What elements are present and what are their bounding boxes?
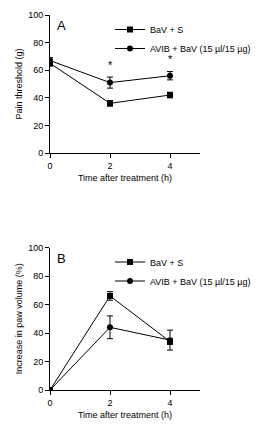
svg-text:Time after treatment (h): Time after treatment (h)	[78, 410, 172, 420]
svg-text:0: 0	[47, 161, 52, 171]
svg-text:A: A	[57, 18, 66, 33]
svg-text:40: 40	[33, 328, 43, 338]
svg-text:*: *	[168, 53, 173, 65]
svg-text:B: B	[57, 251, 66, 266]
svg-text:BaV + S: BaV + S	[150, 25, 183, 35]
svg-text:Pain threshold (g): Pain threshold (g)	[14, 48, 24, 119]
svg-text:20: 20	[33, 357, 43, 367]
svg-text:2: 2	[107, 398, 112, 408]
svg-text:40: 40	[33, 93, 43, 103]
svg-text:AVIB + BaV (15 µl/15 µg): AVIB + BaV (15 µl/15 µg)	[150, 44, 251, 54]
svg-text:BaV + S: BaV + S	[150, 258, 183, 268]
svg-text:AVIB + BaV (15 µl/15 µg): AVIB + BaV (15 µl/15 µg)	[150, 277, 251, 287]
svg-text:0: 0	[47, 398, 52, 408]
svg-text:4: 4	[167, 161, 172, 171]
svg-text:Increase in paw volume (%): Increase in paw volume (%)	[14, 263, 24, 374]
svg-text:4: 4	[167, 398, 172, 408]
svg-text:Time after treatment (h): Time after treatment (h)	[78, 173, 172, 183]
svg-text:60: 60	[33, 300, 43, 310]
svg-text:20: 20	[33, 121, 43, 131]
svg-text:0: 0	[38, 385, 43, 395]
svg-text:100: 100	[28, 243, 43, 253]
svg-text:100: 100	[28, 10, 43, 20]
svg-text:0: 0	[38, 148, 43, 158]
svg-text:80: 80	[33, 271, 43, 281]
svg-text:60: 60	[33, 65, 43, 75]
svg-text:*: *	[108, 59, 113, 71]
svg-text:2: 2	[107, 161, 112, 171]
svg-text:80: 80	[33, 38, 43, 48]
